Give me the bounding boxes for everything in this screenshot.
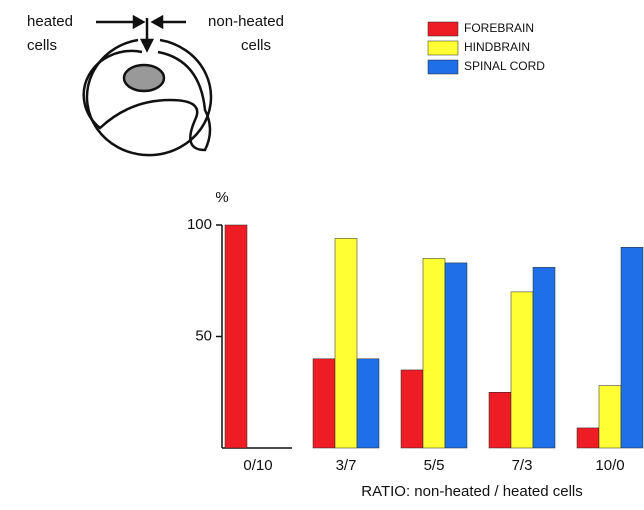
legend-swatch: [428, 60, 458, 74]
figure: heated cells non-heated cells % RATIO: n…: [0, 0, 644, 505]
legend-swatch: [428, 22, 458, 36]
bar: [401, 370, 423, 448]
diagram-label: heated: [27, 13, 73, 30]
bar: [533, 267, 555, 448]
y-axis-label: %: [215, 189, 228, 206]
legend-swatch: [428, 41, 458, 55]
y-tick-label: 100: [187, 216, 212, 233]
y-tick-label: 50: [195, 327, 212, 344]
legend-label: HINDBRAIN: [464, 40, 530, 54]
diagram-label: non-heated: [208, 13, 284, 30]
embryo-diagram: [84, 17, 211, 155]
bar: [335, 238, 357, 448]
bar: [225, 225, 247, 448]
bar: [511, 292, 533, 448]
x-axis-label: RATIO: non-heated / heated cells: [361, 483, 583, 500]
x-tick-label: 10/0: [595, 457, 624, 474]
x-tick-label: 3/7: [336, 457, 357, 474]
bar: [313, 359, 335, 448]
bar: [621, 247, 643, 448]
bar: [577, 428, 599, 448]
bar: [423, 258, 445, 448]
diagram-label: cells: [27, 37, 57, 54]
legend-label: FOREBRAIN: [464, 21, 534, 35]
bar: [445, 263, 467, 448]
bar: [599, 386, 621, 448]
x-tick-label: 7/3: [512, 457, 533, 474]
legend-label: SPINAL CORD: [464, 59, 545, 73]
bar: [489, 392, 511, 448]
x-tick-label: 0/10: [243, 457, 272, 474]
diagram-label: cells: [241, 37, 271, 54]
x-tick-label: 5/5: [424, 457, 445, 474]
bar: [357, 359, 379, 448]
